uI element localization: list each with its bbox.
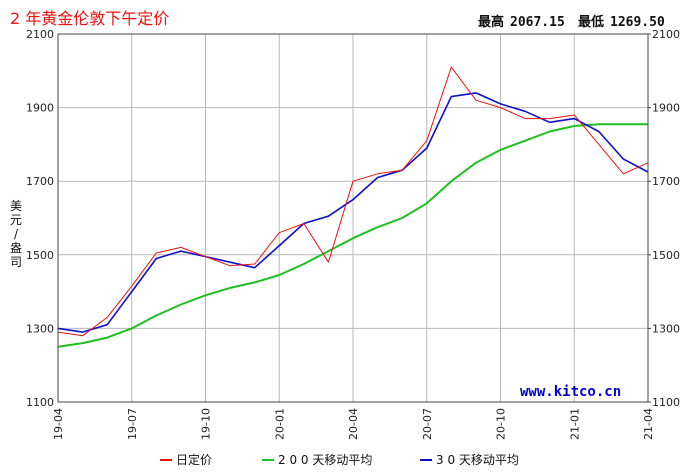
legend-label: 日定价 <box>176 452 212 467</box>
x-ticks: 19-04 19-07 19-10 20-01 20-04 20-07 20-10 21-01… <box>52 408 655 440</box>
series-layer <box>57 66 649 348</box>
y-tick-label-left: 1100 <box>26 396 54 409</box>
y-tick-label-left: 1700 <box>26 175 54 188</box>
x-tick-label: 19-10 <box>200 408 213 440</box>
x-tick-label: 20-10 <box>495 408 508 440</box>
x-tick-label: 21-04 <box>642 408 655 440</box>
low-value: 1269.50 <box>610 15 665 30</box>
y-tick-label-left: 2100 <box>26 28 54 41</box>
y-tick-label-right: 1300 <box>652 322 680 335</box>
y-tick-label-left: 1300 <box>26 322 54 335</box>
high-value: 2067.15 <box>510 15 565 30</box>
y-tick-label-right: 2100 <box>652 28 680 41</box>
chart-title: 2 年黄金伦敦下午定价 <box>10 9 169 28</box>
x-tick-label: 20-04 <box>347 408 360 440</box>
high-label: 最高 <box>478 14 504 30</box>
x-tick-label: 20-07 <box>421 408 434 440</box>
y-ticks-right: 1100 1300 1500 1700 1900 2100 <box>648 28 680 409</box>
x-tick-label: 19-07 <box>126 408 139 440</box>
legend: 日定价 2 0 0 天移动平均 3 0 天移动平均 <box>160 452 519 467</box>
x-tick-label: 20-01 <box>273 408 286 440</box>
y-tick-label-right: 1500 <box>652 249 680 262</box>
y-ticks-left: 1100 1300 1500 1700 1900 2100 <box>26 28 54 409</box>
y-tick-label-right: 1100 <box>652 396 680 409</box>
y-axis-label: 美元/盎司 <box>10 199 22 269</box>
y-tick-label-left: 1900 <box>26 102 54 115</box>
watermark-brand: www.kitco.cn <box>520 384 621 400</box>
legend-label: 2 0 0 天移动平均 <box>278 453 372 467</box>
x-tick-label: 19-04 <box>52 408 65 440</box>
y-tick-label-right: 1900 <box>652 102 680 115</box>
grid-layer <box>58 34 648 402</box>
svg-text:美元/盎司: 美元/盎司 <box>10 199 22 269</box>
x-tick-label: 21-01 <box>568 408 581 440</box>
legend-label: 3 0 天移动平均 <box>436 453 519 467</box>
y-tick-label-right: 1700 <box>652 175 680 188</box>
low-label: 最低 <box>578 14 604 30</box>
plot-frame <box>57 33 649 403</box>
y-tick-label-left: 1500 <box>26 249 54 262</box>
